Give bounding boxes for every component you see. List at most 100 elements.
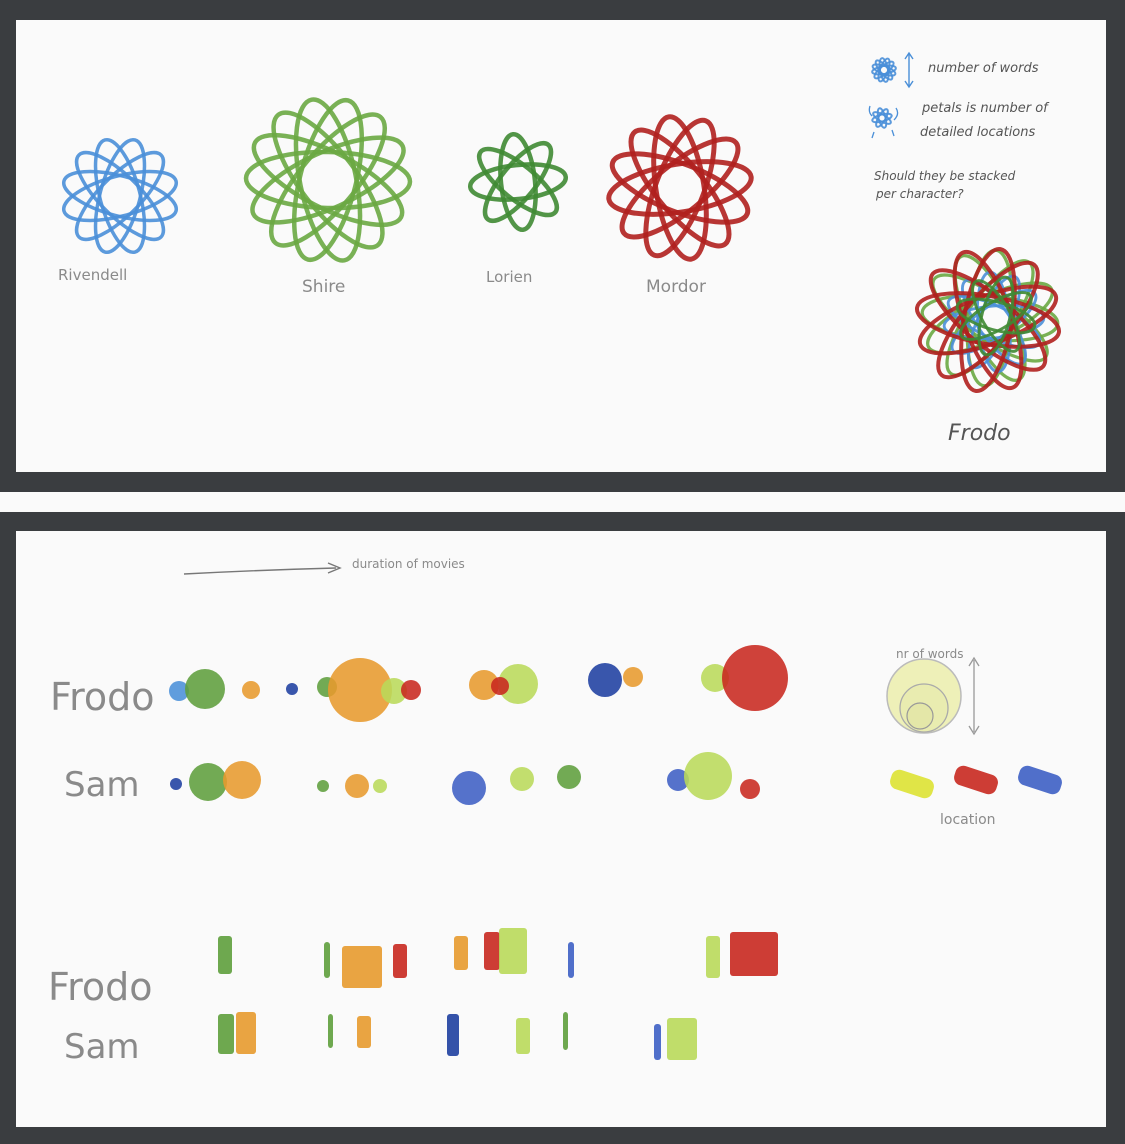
- bubble-rows: [169, 645, 788, 805]
- bar-green: [218, 936, 232, 974]
- flower-legend-icons: [868, 51, 914, 139]
- flower-petal: [251, 132, 405, 228]
- row-label-sam-bars: Sam: [64, 1027, 140, 1067]
- bar-orange: [236, 1012, 256, 1054]
- bubble-red: [722, 645, 788, 711]
- flower-petal: [977, 275, 1015, 357]
- flower-shire: [243, 97, 413, 263]
- bubble-darkblue: [588, 663, 622, 697]
- legend-location-label: location: [940, 812, 996, 828]
- bubble-darkblue: [170, 778, 182, 790]
- row-label-sam-bubbles: Sam: [64, 765, 140, 805]
- bar-lime: [516, 1018, 530, 1054]
- flower-label-lorien: Lorien: [486, 268, 532, 286]
- legend-question-2: per character?: [875, 187, 964, 201]
- flower-petal: [871, 64, 897, 76]
- combined-petals-mordor: [914, 246, 1062, 394]
- bubble-orange: [328, 658, 392, 722]
- flower-petal: [871, 112, 893, 124]
- flower-petal: [74, 150, 166, 242]
- legend-size-flower-icon: [871, 57, 897, 83]
- flower-petal: [498, 131, 538, 233]
- flower-petal: [917, 284, 1059, 356]
- combined-petals-lorien: [955, 275, 1037, 357]
- flower-petal: [93, 137, 147, 255]
- combined-flower-frodo: [914, 246, 1062, 394]
- flower-petal: [271, 110, 385, 250]
- bubble-orange: [623, 667, 643, 687]
- bubble-lime: [684, 752, 732, 800]
- bubble-orange: [242, 681, 260, 699]
- bar-darkblue: [447, 1014, 459, 1056]
- bar-orange: [342, 946, 382, 988]
- legend-petals-flower-icon: [871, 107, 893, 129]
- bar-red: [484, 932, 500, 970]
- flower-petal: [482, 140, 554, 224]
- bar-lime: [667, 1018, 697, 1060]
- duration-label: duration of movies: [352, 557, 465, 571]
- flower-petal: [61, 169, 179, 223]
- flower-glyphs: [61, 97, 754, 263]
- flower-petal: [914, 291, 1062, 349]
- bar-rows: [218, 928, 778, 1060]
- bar-green: [218, 1014, 234, 1054]
- flower-petal: [971, 279, 1021, 353]
- bubble-orange: [345, 774, 369, 798]
- bubble-darkblue: [286, 683, 298, 695]
- row-label-frodo-bars: Frodo: [48, 965, 153, 1009]
- flower-petal: [250, 135, 406, 225]
- flower-petal: [643, 117, 717, 259]
- bubble-lime: [381, 678, 407, 704]
- bubble-green: [189, 763, 227, 801]
- combined-flower-label: Frodo: [948, 421, 1011, 446]
- flower-petal: [936, 260, 1040, 380]
- bubble-green: [557, 765, 581, 789]
- flower-label-rivendell: Rivendell: [58, 266, 127, 284]
- row-label-frodo-bubbles: Frodo: [50, 675, 155, 719]
- bubble-green: [185, 669, 225, 709]
- bar-green: [563, 1012, 568, 1050]
- panel-divider: [0, 492, 1125, 512]
- timeline-sketch-panel: [16, 531, 1106, 1127]
- bubble-orange: [469, 670, 499, 700]
- bubble-lime: [373, 779, 387, 793]
- legend-size-circles: [886, 656, 980, 736]
- bar-red: [393, 944, 407, 978]
- legend-size-label: nr of words: [896, 647, 963, 661]
- bubble-rivendell: [169, 681, 189, 701]
- flower-mordor: [606, 114, 754, 262]
- flower-petal: [74, 150, 166, 242]
- bar-orange: [454, 936, 468, 970]
- bar-lime: [706, 936, 720, 978]
- flower-petal: [651, 114, 709, 262]
- bubble-blue: [452, 771, 486, 805]
- bar-red: [730, 932, 778, 976]
- flower-petal: [609, 151, 751, 225]
- flower-petal: [467, 162, 569, 202]
- legend-petals-text-2: detailed locations: [920, 125, 1036, 140]
- flower-petal: [293, 97, 363, 263]
- bar-green: [328, 1014, 333, 1048]
- flower-petal: [476, 146, 560, 218]
- flower-lorien: [467, 131, 569, 233]
- legend-size-arrow-icon: [904, 51, 914, 89]
- location-swatch-red: [954, 765, 998, 795]
- legend-petals-marks-icon: [868, 105, 899, 139]
- flower-petal: [619, 136, 741, 240]
- bubble-lime: [510, 767, 534, 791]
- bar-lime: [499, 928, 527, 974]
- flower-label-shire: Shire: [302, 277, 345, 297]
- flower-rivendell: [61, 137, 179, 255]
- duration-arrow: [183, 562, 342, 575]
- location-swatch-blue: [1018, 765, 1062, 795]
- flower-petal: [959, 291, 1033, 341]
- flower-petal: [628, 127, 732, 249]
- bar-orange: [357, 1016, 371, 1048]
- bubble-red: [740, 779, 760, 799]
- bar-blue: [654, 1024, 661, 1060]
- flower-petal: [292, 97, 364, 263]
- flower-petal: [61, 169, 179, 223]
- bubble-orange: [223, 761, 261, 799]
- bubble-red: [491, 677, 509, 695]
